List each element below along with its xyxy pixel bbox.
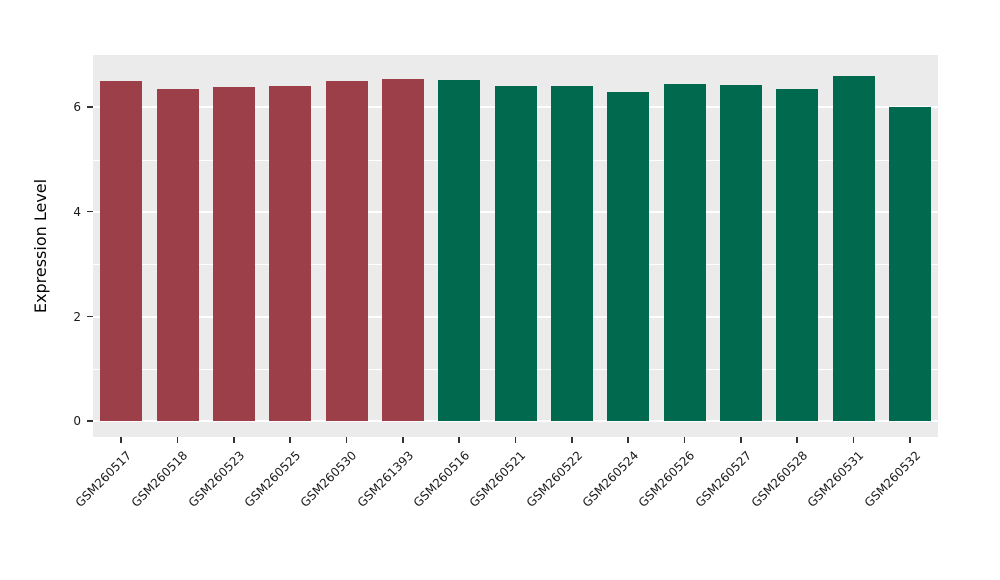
bar-GSM260517: [100, 81, 143, 422]
x-tick-label-GSM260526: GSM260526: [636, 448, 698, 510]
y-tick-label: 4: [73, 204, 81, 219]
bar-GSM260527: [719, 85, 762, 422]
bar-GSM260531: [832, 75, 875, 422]
x-tickmark: [402, 437, 404, 443]
y-tickmark: [87, 210, 93, 213]
bar-GSM261393: [381, 78, 424, 422]
gridline-major: [93, 420, 938, 423]
x-tickmark: [740, 437, 742, 443]
bar-GSM260521: [494, 86, 537, 422]
x-tickmark: [683, 437, 686, 443]
bar-GSM260522: [550, 86, 593, 422]
bar-GSM260516: [438, 80, 481, 422]
x-tick-label-GSM260516: GSM260516: [410, 448, 473, 510]
y-tick-label: 0: [73, 414, 81, 429]
x-tick-label-GSM260527: GSM260527: [692, 448, 755, 510]
x-tickmark: [233, 437, 235, 443]
x-tick-label-GSM260522: GSM260522: [523, 448, 586, 510]
y-tick-label: 2: [73, 309, 81, 324]
y-tickmark: [87, 420, 93, 422]
x-tick-label-GSM260521: GSM260521: [467, 448, 529, 510]
x-tick-label-GSM260532: GSM260532: [861, 448, 924, 510]
x-tickmark: [796, 437, 798, 443]
x-tick-label-GSM260528: GSM260528: [748, 448, 811, 510]
x-tickmark: [289, 437, 291, 443]
x-tickmark: [176, 437, 179, 443]
bar-GSM260518: [156, 89, 199, 422]
x-tick-label-GSM260524: GSM260524: [579, 448, 642, 510]
x-tick-label-GSM260531: GSM260531: [805, 448, 867, 510]
bar-GSM260525: [269, 86, 312, 422]
bar-GSM260526: [663, 83, 706, 422]
x-tickmark: [345, 437, 348, 443]
x-tickmark: [909, 437, 911, 443]
y-tickmark: [87, 106, 93, 108]
x-tickmark: [514, 437, 517, 443]
x-tickmark: [571, 437, 573, 443]
bar-GSM260524: [607, 91, 650, 422]
bar-GSM260532: [888, 107, 931, 422]
x-tick-label-GSM261393: GSM261393: [354, 448, 417, 510]
y-tickmark: [87, 315, 93, 318]
x-tickmark: [627, 437, 629, 443]
bar-GSM260528: [776, 89, 819, 422]
x-tickmark: [120, 437, 122, 443]
bar-GSM260523: [212, 87, 255, 422]
x-tick-label-GSM260518: GSM260518: [129, 448, 191, 510]
x-tick-label-GSM260525: GSM260525: [241, 448, 304, 510]
x-tickmark: [852, 437, 855, 443]
y-tick-label: 6: [73, 100, 81, 115]
x-tickmark: [458, 437, 460, 443]
x-tick-label-GSM260523: GSM260523: [185, 448, 248, 510]
bar-GSM260530: [325, 81, 368, 422]
plot-area: [93, 55, 938, 437]
x-tick-label-GSM260517: GSM260517: [72, 448, 135, 510]
x-tick-label-GSM260530: GSM260530: [298, 448, 360, 510]
